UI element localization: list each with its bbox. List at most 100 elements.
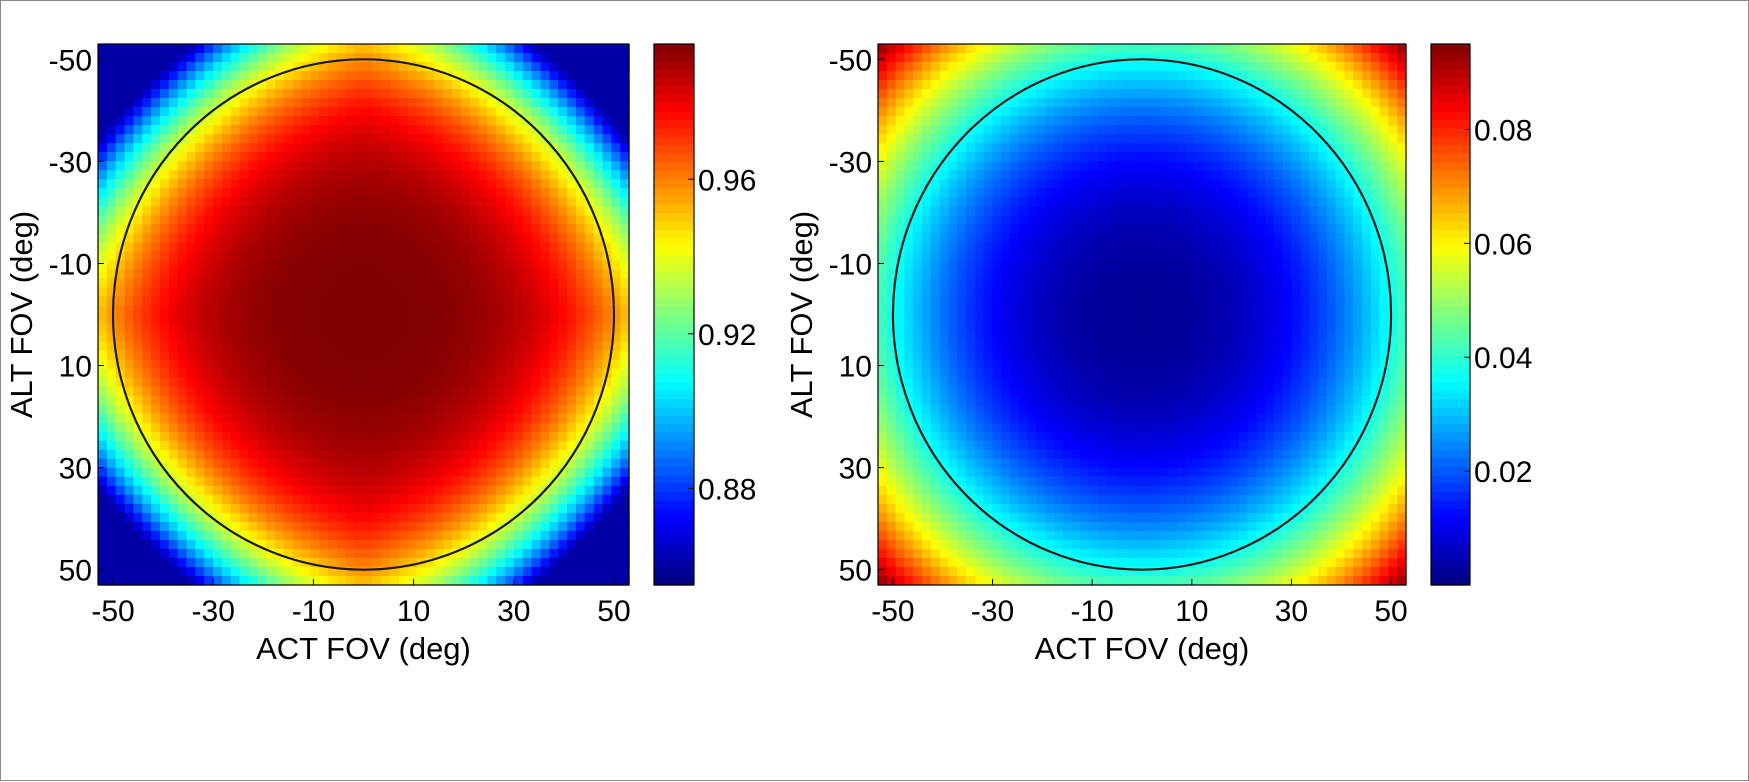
heatmap-cell (611, 107, 620, 117)
heatmap-cell (505, 324, 514, 334)
heatmap-cell (602, 414, 611, 424)
heatmap-cell (390, 296, 399, 306)
heatmap-cell (284, 134, 293, 144)
heatmap-cell (204, 315, 213, 325)
heatmap-cell (275, 242, 284, 252)
heatmap-cell (602, 423, 611, 433)
heatmap-cell (602, 468, 611, 478)
heatmap-cell (487, 161, 496, 171)
heatmap-cell (896, 441, 905, 451)
heatmap-cell (213, 450, 222, 460)
heatmap-cell (240, 423, 249, 433)
heatmap-cell (1019, 152, 1028, 162)
heatmap-cell (1036, 251, 1045, 261)
heatmap-cell (116, 62, 125, 72)
heatmap-cell (381, 242, 390, 252)
heatmap-cell (284, 125, 293, 135)
heatmap-cell (302, 53, 311, 63)
heatmap-cell (541, 179, 550, 189)
heatmap-cell (532, 251, 541, 261)
heatmap-cell (602, 107, 611, 117)
heatmap-cell (585, 53, 594, 63)
heatmap-cell (319, 242, 328, 252)
heatmap-cell (169, 224, 178, 234)
heatmap-cell (187, 251, 196, 261)
heatmap-cell (213, 441, 222, 451)
heatmap-cell (558, 396, 567, 406)
heatmap-cell (222, 179, 231, 189)
heatmap-cell (266, 197, 275, 207)
heatmap-cell (302, 396, 311, 406)
heatmap-cell (257, 242, 266, 252)
heatmap-cell (107, 522, 116, 532)
heatmap-cell (602, 44, 611, 54)
heatmap-cell (523, 558, 532, 568)
heatmap-cell (310, 98, 319, 108)
heatmap-cell (133, 134, 142, 144)
heatmap-cell (408, 540, 417, 550)
heatmap-cell (390, 134, 399, 144)
heatmap-cell (399, 495, 408, 505)
heatmap-cell (594, 477, 603, 487)
heatmap-cell (602, 152, 611, 162)
heatmap-cell (602, 531, 611, 541)
heatmap-cell (160, 125, 169, 135)
heatmap-cell (496, 62, 505, 72)
heatmap-cell (204, 522, 213, 532)
heatmap-cell (931, 441, 940, 451)
heatmap-cell (381, 206, 390, 216)
heatmap-cell (452, 287, 461, 297)
heatmap-cell (98, 486, 107, 496)
heatmap-cell (984, 405, 993, 415)
heatmap-cell (151, 549, 160, 559)
heatmap-cell (417, 450, 426, 460)
heatmap-cell (355, 351, 364, 361)
heatmap-cell (940, 441, 949, 451)
heatmap-cell (922, 89, 931, 99)
heatmap-cell (940, 531, 949, 541)
heatmap-cell (922, 71, 931, 81)
heatmap-cell (302, 269, 311, 279)
heatmap-cell (470, 161, 479, 171)
heatmap-cell (966, 522, 975, 532)
heatmap-cell (957, 179, 966, 189)
heatmap-cell (443, 504, 452, 514)
heatmap-cell (125, 107, 134, 117)
heatmap-cell (337, 62, 346, 72)
heatmap-cell (904, 477, 913, 487)
heatmap-cell (470, 233, 479, 243)
heatmap-cell (417, 116, 426, 126)
heatmap-cell (523, 287, 532, 297)
heatmap-cell (328, 224, 337, 234)
heatmap-cell (470, 197, 479, 207)
heatmap-cell (364, 504, 373, 514)
heatmap-cell (1019, 405, 1028, 415)
y-tick-label: 10 (59, 351, 92, 384)
heatmap-cell (470, 206, 479, 216)
heatmap-cell (187, 197, 196, 207)
heatmap-cell (434, 459, 443, 469)
heatmap-cell (585, 143, 594, 153)
heatmap-cell (328, 188, 337, 198)
heatmap-cell (567, 414, 576, 424)
heatmap-cell (434, 351, 443, 361)
heatmap-cell (922, 224, 931, 234)
heatmap-cell (372, 369, 381, 379)
heatmap-cell (425, 495, 434, 505)
heatmap-cell (514, 143, 523, 153)
heatmap-cell (443, 179, 452, 189)
heatmap-cell (257, 468, 266, 478)
heatmap-cell (904, 116, 913, 126)
heatmap-cell (470, 71, 479, 81)
heatmap-cell (984, 242, 993, 252)
heatmap-cell (966, 486, 975, 496)
heatmap-cell (434, 224, 443, 234)
heatmap-cell (275, 378, 284, 388)
heatmap-cell (585, 324, 594, 334)
heatmap-cell (399, 152, 408, 162)
heatmap-cell (142, 360, 151, 370)
heatmap-cell (975, 296, 984, 306)
heatmap-cell (922, 134, 931, 144)
heatmap-cell (133, 558, 142, 568)
heatmap-cell (470, 387, 479, 397)
